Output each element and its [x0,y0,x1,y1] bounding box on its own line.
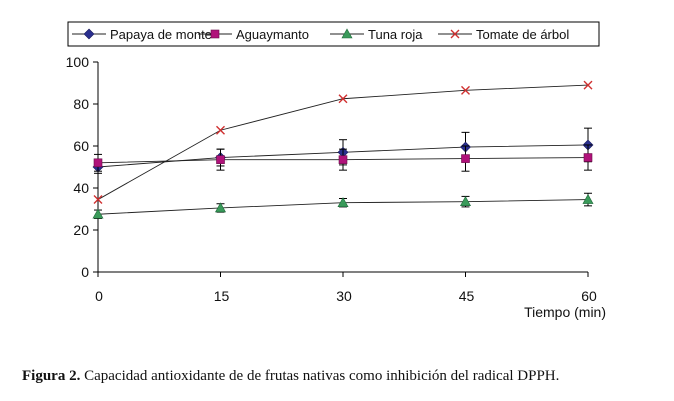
caption-text: Capacidad antioxidante de de frutas nati… [80,368,560,384]
series-tuna-roja [92,192,594,219]
data-point [214,202,227,213]
legend-marker [83,28,95,40]
y-tick-label: 40 [73,180,89,196]
figure-caption: Figura 2. Capacidad antioxidante de de f… [22,368,672,385]
data-point [92,208,104,219]
data-point [459,196,472,206]
data-point [582,193,594,204]
legend-label: Tomate de árbol [476,27,569,42]
y-tick-label: 80 [73,96,89,112]
y-tick-label: 0 [81,264,89,280]
data-point [93,195,103,205]
x-tick-label: 45 [459,288,475,304]
legend-label: Papaya de monte [110,27,212,42]
x-tick-label: 15 [214,288,230,304]
legend-item: Papaya de monte [72,27,212,42]
data-point [583,153,593,162]
legend-marker [341,28,353,39]
legend-marker [210,29,220,39]
data-point [461,85,470,95]
data-point [338,94,348,104]
legend-label: Aguaymanto [236,27,309,42]
legend-item: Tomate de árbol [438,27,569,42]
x-tick-label: 60 [581,288,597,304]
legend-marker [450,29,460,39]
series-tomate-de-arbol [93,80,593,205]
y-tick-label: 100 [66,54,90,70]
data-point [93,158,103,168]
x-tick-label: 0 [95,288,103,304]
legend: Papaya de monte Aguaymanto Tuna roja Tomate… [67,21,600,47]
x-tick-label: 30 [336,288,352,304]
legend-item: Aguaymanto [198,27,309,42]
x-axis-label: Tiempo (min) [524,304,606,320]
data-point [216,155,225,164]
figure-label: Figura 2. [22,368,81,384]
data-point [337,197,349,207]
data-point [216,125,225,135]
plot-area [92,80,594,219]
y-tick-label: 60 [73,138,89,154]
data-point [338,155,348,164]
legend-label: Tuna roja [368,27,423,42]
legend-item: Tuna roja [330,27,423,42]
chart-svg: Papaya de monte Aguaymanto Tuna roja Tomate… [66,21,606,320]
y-tick-label: 20 [73,222,89,238]
data-point [583,80,593,90]
data-point [461,154,470,163]
series-aguaymanto [93,144,593,172]
